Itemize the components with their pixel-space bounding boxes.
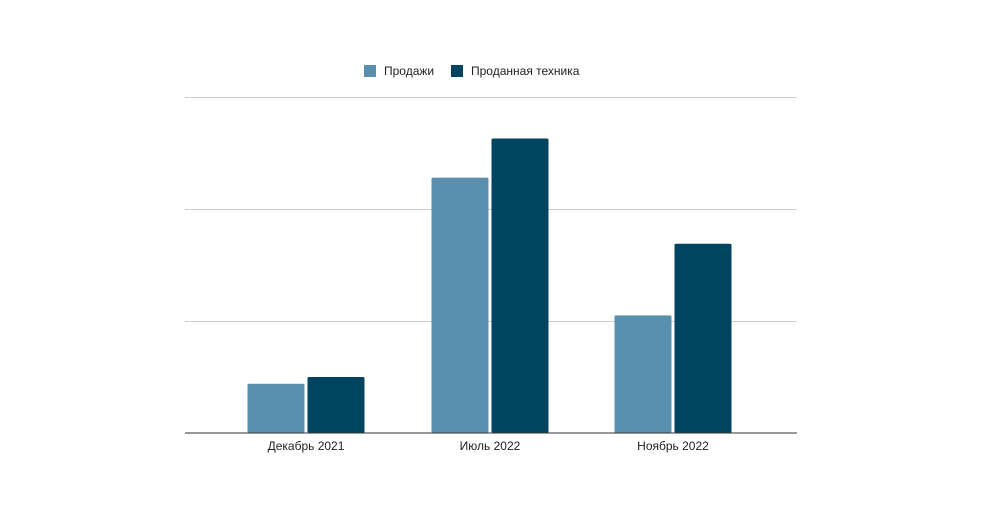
bar-sales-1 bbox=[431, 177, 489, 433]
x-tick-label: Июль 2022 bbox=[460, 439, 521, 453]
legend: Продажи Проданная техника bbox=[364, 64, 580, 78]
bar-equipment-sold-2 bbox=[674, 243, 732, 433]
bars bbox=[247, 138, 732, 433]
bar-equipment-sold-0 bbox=[307, 377, 365, 433]
legend-swatch bbox=[451, 65, 463, 77]
x-tick-label: Декабрь 2021 bbox=[268, 439, 345, 453]
bar-sales-2 bbox=[614, 315, 672, 433]
x-tick-label: Ноябрь 2022 bbox=[637, 439, 709, 453]
x-tick-labels: Декабрь 2021 Июль 2022 Ноябрь 2022 bbox=[268, 439, 710, 453]
bar-equipment-sold-1 bbox=[491, 138, 549, 433]
bar-sales-0 bbox=[247, 383, 305, 433]
legend-label: Продажи bbox=[384, 64, 434, 78]
legend-label: Проданная техника bbox=[471, 64, 580, 78]
legend-swatch bbox=[364, 65, 376, 77]
